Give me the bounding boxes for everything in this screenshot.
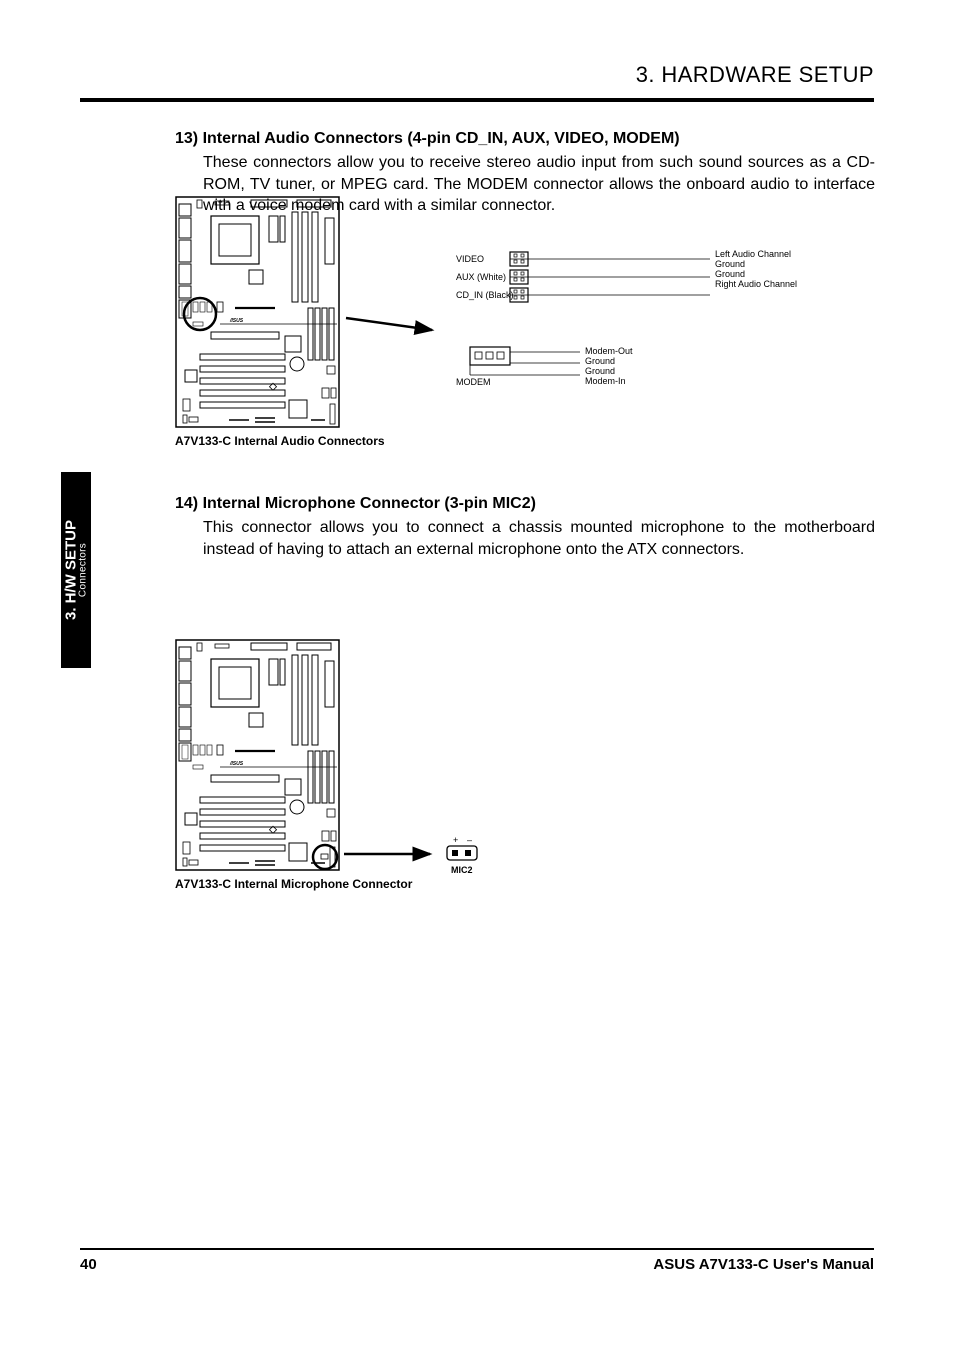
- arrow-1: [344, 310, 444, 340]
- svg-text:Ground: Ground: [715, 269, 745, 279]
- svg-text:Ground: Ground: [585, 356, 615, 366]
- svg-text:MODEM: MODEM: [456, 377, 491, 387]
- section-13-num: 13): [175, 130, 198, 147]
- mic2-connector-detail: + – MIC2: [445, 835, 565, 880]
- svg-text:Ground: Ground: [715, 259, 745, 269]
- footer: 40 ASUS A7V133-C User's Manual: [80, 1248, 874, 1273]
- svg-text:Modem-Out: Modem-Out: [585, 346, 633, 356]
- mobo-caption-2: A7V133-C Internal Microphone Connector: [175, 877, 412, 891]
- section-14-body: This connector allows you to connect a c…: [175, 517, 875, 560]
- section-13-title: 13) Internal Audio Connectors (4-pin CD_…: [175, 130, 875, 148]
- svg-text:Right Audio Channel: Right Audio Channel: [715, 279, 797, 289]
- section-14-title: 14) Internal Microphone Connector (3-pin…: [175, 495, 875, 513]
- svg-text:AUX (White): AUX (White): [456, 272, 506, 282]
- svg-text:MIC2: MIC2: [451, 865, 473, 875]
- modem-connector-detail: MODEM Modem-Out Ground Ground Modem-In: [450, 345, 810, 395]
- svg-text:+: +: [453, 835, 458, 845]
- sidebar-big: 3. H/W SETUP: [64, 520, 79, 620]
- section-14-heading: Internal Microphone Connector (3-pin MIC…: [203, 495, 536, 512]
- audio-connectors-detail: VIDEO AUX (White) CD_IN (Black) Left Aud…: [450, 250, 810, 320]
- footer-rule: [80, 1248, 874, 1250]
- motherboard-svg-1: /ISUS: [175, 196, 340, 428]
- section-13-heading: Internal Audio Connectors (4-pin CD_IN, …: [203, 130, 680, 147]
- mobo-caption-1: A7V133-C Internal Audio Connectors: [175, 434, 385, 448]
- svg-text:/ISUS: /ISUS: [229, 318, 244, 324]
- svg-text:Modem-In: Modem-In: [585, 376, 626, 386]
- sidebar-tab: 3. H/W SETUP Connectors: [61, 472, 91, 668]
- footer-page: 40: [80, 1256, 97, 1273]
- page: 3. HARDWARE SETUP 13) Internal Audio Con…: [0, 0, 954, 1351]
- footer-manual: ASUS A7V133-C User's Manual: [653, 1256, 874, 1273]
- section-14-num: 14): [175, 495, 198, 512]
- svg-text:Ground: Ground: [585, 366, 615, 376]
- header-title: 3. HARDWARE SETUP: [636, 62, 874, 88]
- svg-text:Left Audio Channel: Left Audio Channel: [715, 250, 791, 259]
- sidebar-small: Connectors: [79, 520, 89, 620]
- header-rule: [80, 98, 874, 102]
- svg-text:VIDEO: VIDEO: [456, 254, 484, 264]
- motherboard-svg-2: /ISUS: [175, 639, 340, 871]
- section-14: 14) Internal Microphone Connector (3-pin…: [175, 495, 875, 560]
- arrow-2: [342, 844, 442, 864]
- svg-text:/ISUS: /ISUS: [229, 761, 244, 767]
- svg-text:CD_IN (Black): CD_IN (Black): [456, 290, 514, 300]
- svg-text:–: –: [467, 835, 472, 845]
